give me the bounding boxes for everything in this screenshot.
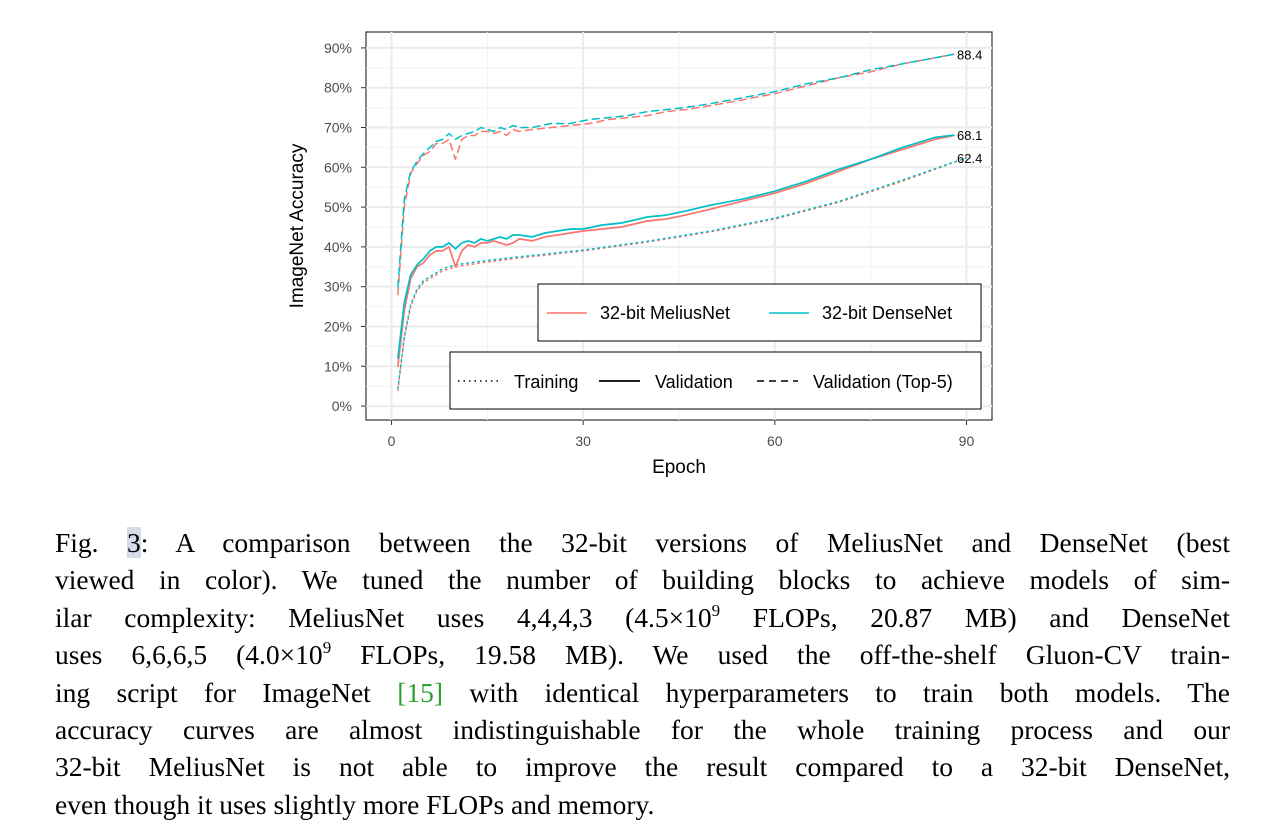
figure: 88.4 68.1 62.4 0 30 60 90 0% 10% 20% 30% 40% 50% 60%… <box>287 31 993 478</box>
citation-link[interactable]: [15] <box>397 676 444 708</box>
x-tick-label: 0 <box>388 433 396 449</box>
series-line-32-bit-meliusnet-validation-top-5 <box>397 53 955 296</box>
series-line-32-bit-meliusnet-validation <box>397 134 955 368</box>
legend-type: Training Validation Validation (Top-5) <box>449 351 982 410</box>
y-axis-label: ImageNet Accuracy <box>287 143 308 308</box>
x-tick-label: 90 <box>959 433 975 449</box>
accuracy-chart: 88.4 68.1 62.4 0 30 60 90 0% 10% 20% 30% 40% 50% 60%… <box>287 31 993 478</box>
legend-top5-label: Validation (Top-5) <box>813 372 953 392</box>
y-tick-label: 40% <box>324 239 352 255</box>
caption-line-1: Fig. 3: A comparison between the 32-bit … <box>55 527 1231 558</box>
exponent: 9 <box>711 600 721 620</box>
series-line-32-bit-densenet-validation <box>397 134 955 360</box>
figure-caption: Fig. 3: A comparison between the 32-bit … <box>55 524 1230 823</box>
legend-model: 32-bit MeliusNet 32-bit DenseNet <box>537 283 982 342</box>
figure-number-link[interactable]: 3 <box>127 527 141 558</box>
legend-training-label: Training <box>514 372 578 392</box>
x-tick-label: 30 <box>575 433 591 449</box>
y-tick-label: 90% <box>324 40 352 56</box>
y-tick-label: 60% <box>324 159 352 175</box>
y-tick-label: 30% <box>324 279 352 295</box>
y-tick-label: 70% <box>324 120 352 136</box>
end-value-label: 62.4 <box>957 151 982 166</box>
legend-type-box <box>449 351 982 410</box>
legend-validation-label: Validation <box>655 372 733 392</box>
y-tick-label: 80% <box>324 80 352 96</box>
end-value-label: 88.4 <box>957 47 982 62</box>
y-tick-label: 50% <box>324 199 352 215</box>
y-tick-label: 10% <box>324 358 352 374</box>
legend-densenet-label: 32-bit DenseNet <box>822 303 952 323</box>
y-tick-label: 0% <box>332 398 352 414</box>
caption-line-5: ing script for ImageNet [15] with identi… <box>55 676 1230 708</box>
caption-line-8: even though it uses slightly more FLOPs … <box>55 788 655 820</box>
caption-line-3: ilar complexity: MeliusNet uses 4,4,4,3 … <box>55 600 1230 633</box>
caption-line-4: uses 6,6,6,5 (4.0×109 FLOPs, 19.58 MB). … <box>55 638 1230 671</box>
caption-line-2: viewed in color). We tuned the number of… <box>55 564 1230 596</box>
legend-meliusnet-label: 32-bit MeliusNet <box>600 303 730 323</box>
series-line-32-bit-densenet-validation-top-5 <box>397 53 955 288</box>
x-tick-label: 60 <box>767 433 783 449</box>
caption-line-7: 32-bit MeliusNet is not able to improve … <box>55 751 1230 783</box>
exponent: 9 <box>322 638 332 658</box>
legend-model-box <box>537 283 982 342</box>
caption-line-6: accuracy curves are almost indistinguish… <box>55 714 1230 746</box>
y-tick-label: 20% <box>324 318 352 334</box>
x-axis-label: Epoch <box>652 457 706 478</box>
end-value-label: 68.1 <box>957 128 982 143</box>
